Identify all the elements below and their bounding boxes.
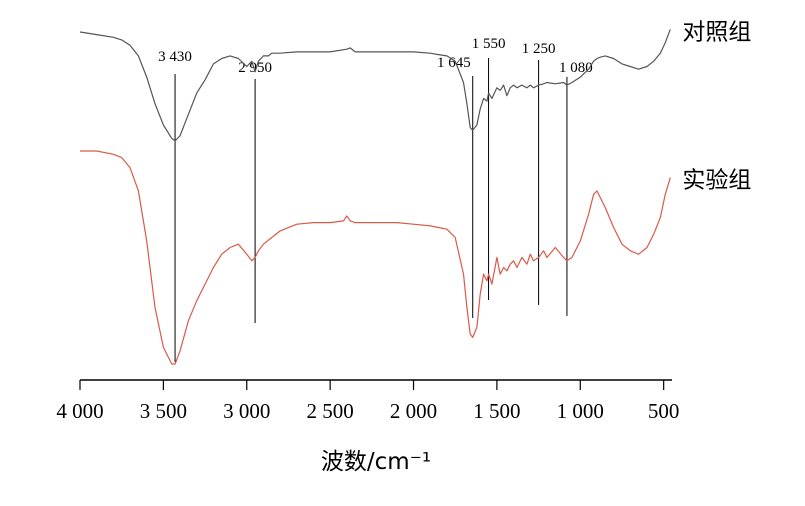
peak-label: 1 080 — [559, 60, 593, 76]
peak-label: 1 645 — [437, 55, 471, 71]
series-line-experiment — [80, 150, 671, 365]
x-tick-label: 3 000 — [223, 399, 270, 423]
x-tick-label: 3 500 — [140, 399, 187, 423]
x-tick-label: 2 500 — [307, 399, 354, 423]
x-tick-label: 4 000 — [56, 399, 103, 423]
x-axis: 4 000 3 500 3 000 2 500 2 000 1 500 1 000 500 — [56, 379, 680, 423]
x-tick-label: 1 000 — [557, 399, 604, 423]
x-tick-label: 1 500 — [473, 399, 520, 423]
x-tick-label: 500 — [648, 399, 680, 423]
x-axis-label: 波数/cm⁻¹ — [321, 449, 431, 475]
peak-label: 3 430 — [158, 49, 192, 65]
x-tick-label: 2 000 — [390, 399, 437, 423]
series-label-experiment: 实验组 — [682, 168, 751, 194]
peak-label: 1 250 — [522, 41, 556, 57]
series-line-control — [79, 29, 671, 142]
peak-label: 1 550 — [472, 36, 506, 52]
series-label-control: 对照组 — [682, 19, 751, 45]
peak-label: 2 950 — [238, 60, 272, 76]
